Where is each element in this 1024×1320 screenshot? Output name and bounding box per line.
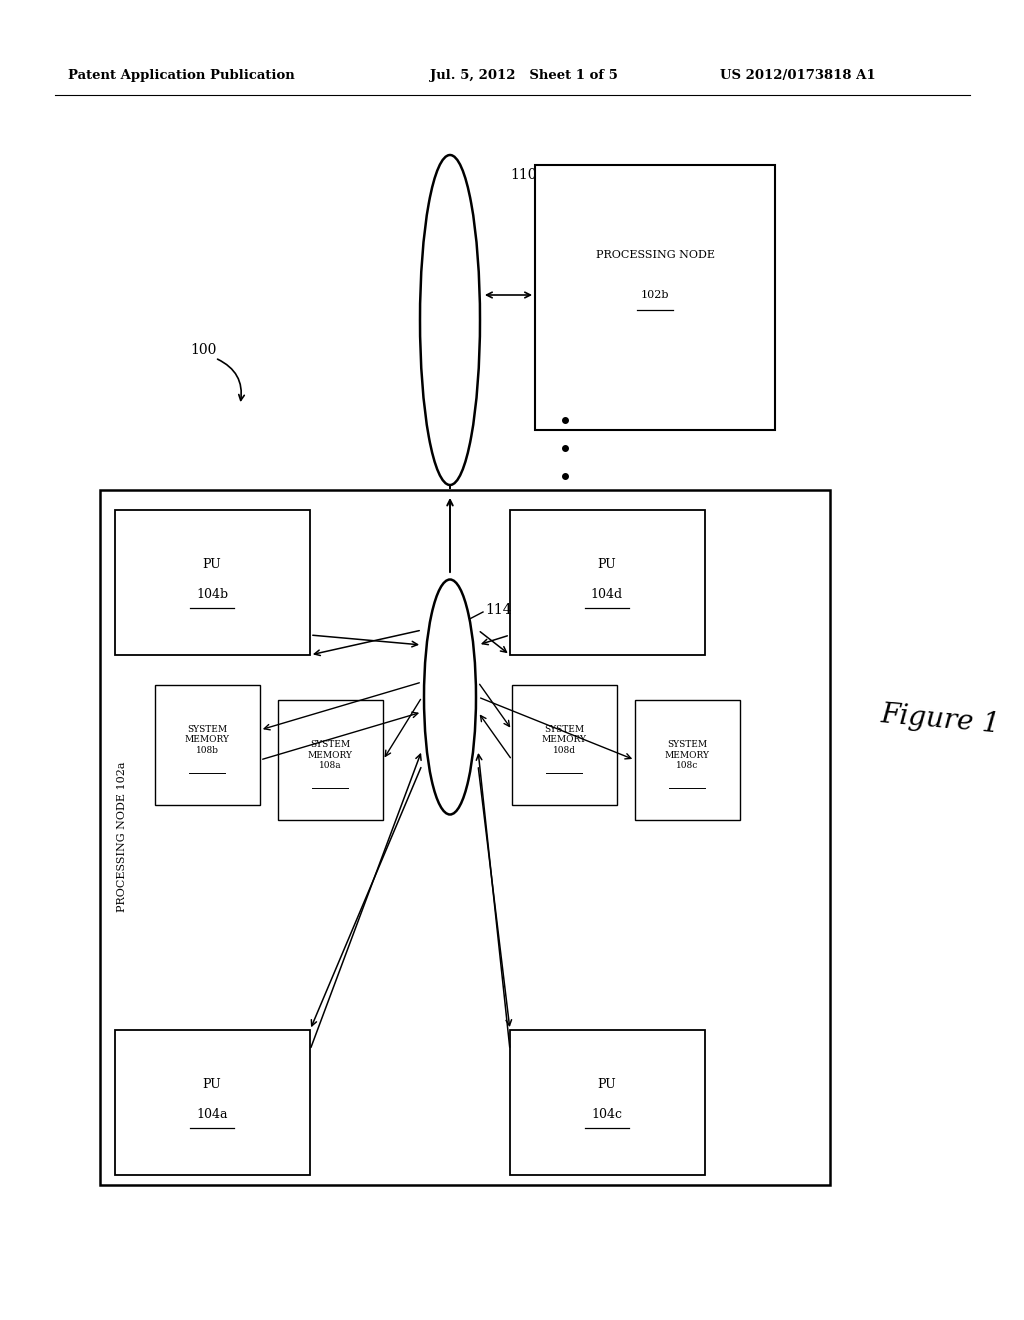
Text: Jul. 5, 2012   Sheet 1 of 5: Jul. 5, 2012 Sheet 1 of 5 xyxy=(430,69,617,82)
Bar xyxy=(115,1030,310,1175)
Text: PU: PU xyxy=(203,558,221,572)
Text: SYSTEM
MEMORY
108a: SYSTEM MEMORY 108a xyxy=(307,741,352,770)
Bar xyxy=(155,685,260,805)
Text: PU: PU xyxy=(203,1078,221,1092)
Text: 114: 114 xyxy=(485,603,512,616)
Text: 104c: 104c xyxy=(592,1109,623,1122)
Text: US 2012/0173818 A1: US 2012/0173818 A1 xyxy=(720,69,876,82)
Bar xyxy=(115,510,310,655)
Text: SYSTEM
MEMORY
108b: SYSTEM MEMORY 108b xyxy=(184,725,229,755)
Text: Figure 1: Figure 1 xyxy=(880,701,1000,739)
Bar xyxy=(100,490,830,1185)
Bar xyxy=(278,700,383,820)
Text: SYSTEM
MEMORY
108d: SYSTEM MEMORY 108d xyxy=(542,725,587,755)
Bar xyxy=(535,165,775,430)
Text: PU: PU xyxy=(598,558,616,572)
Text: PROCESSING NODE: PROCESSING NODE xyxy=(596,249,715,260)
Text: 102b: 102b xyxy=(641,290,670,300)
Ellipse shape xyxy=(424,579,476,814)
Bar xyxy=(512,685,617,805)
Text: PROCESSING NODE 102a: PROCESSING NODE 102a xyxy=(117,762,127,912)
Text: 100: 100 xyxy=(190,343,216,356)
Ellipse shape xyxy=(420,154,480,484)
Text: 104d: 104d xyxy=(591,589,623,602)
Text: 104a: 104a xyxy=(197,1109,227,1122)
Text: 110: 110 xyxy=(510,168,537,182)
Text: Patent Application Publication: Patent Application Publication xyxy=(68,69,295,82)
Text: PU: PU xyxy=(598,1078,616,1092)
Bar xyxy=(635,700,740,820)
Text: SYSTEM
MEMORY
108c: SYSTEM MEMORY 108c xyxy=(665,741,710,770)
Text: 104b: 104b xyxy=(196,589,228,602)
Bar xyxy=(510,1030,705,1175)
Bar xyxy=(510,510,705,655)
